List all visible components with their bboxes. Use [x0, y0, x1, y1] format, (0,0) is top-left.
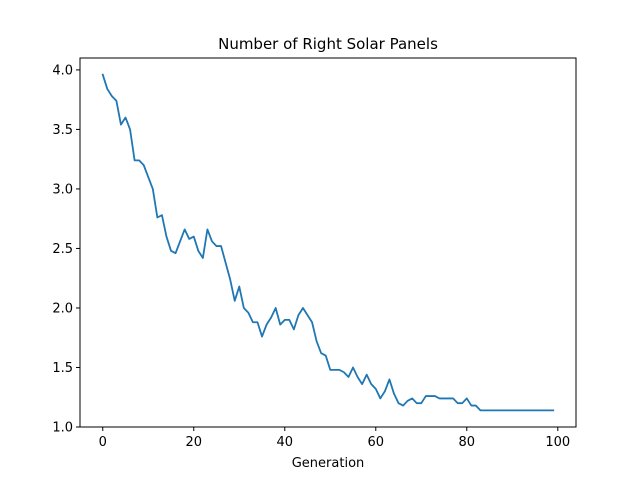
x-tick-label: 20 — [185, 435, 202, 450]
y-tick-label: 2.0 — [52, 301, 73, 316]
series-line — [101, 73, 555, 412]
chart-title: Number of Right Solar Panels — [218, 35, 438, 53]
y-tick-label: 1.0 — [52, 421, 73, 436]
x-axis-label: Generation — [292, 456, 365, 471]
plot-area — [79, 57, 577, 428]
x-tick-label: 40 — [276, 435, 293, 450]
x-tick-label: 80 — [459, 435, 476, 450]
y-tick-label: 2.5 — [52, 242, 73, 257]
y-tick-label: 1.5 — [52, 361, 73, 376]
x-axis: 0 20 40 60 80 100 — [99, 427, 570, 450]
axes-frame — [79, 57, 577, 428]
y-tick-label: 3.0 — [52, 182, 73, 197]
x-tick-label: 100 — [545, 435, 570, 450]
y-tick-label: 3.5 — [52, 123, 73, 138]
y-tick-label: 4.0 — [52, 63, 73, 78]
x-tick-label: 0 — [99, 435, 107, 450]
x-tick-label: 60 — [368, 435, 385, 450]
y-axis: 1.0 1.5 2.0 2.5 3.0 3.5 4.0 — [52, 63, 80, 436]
